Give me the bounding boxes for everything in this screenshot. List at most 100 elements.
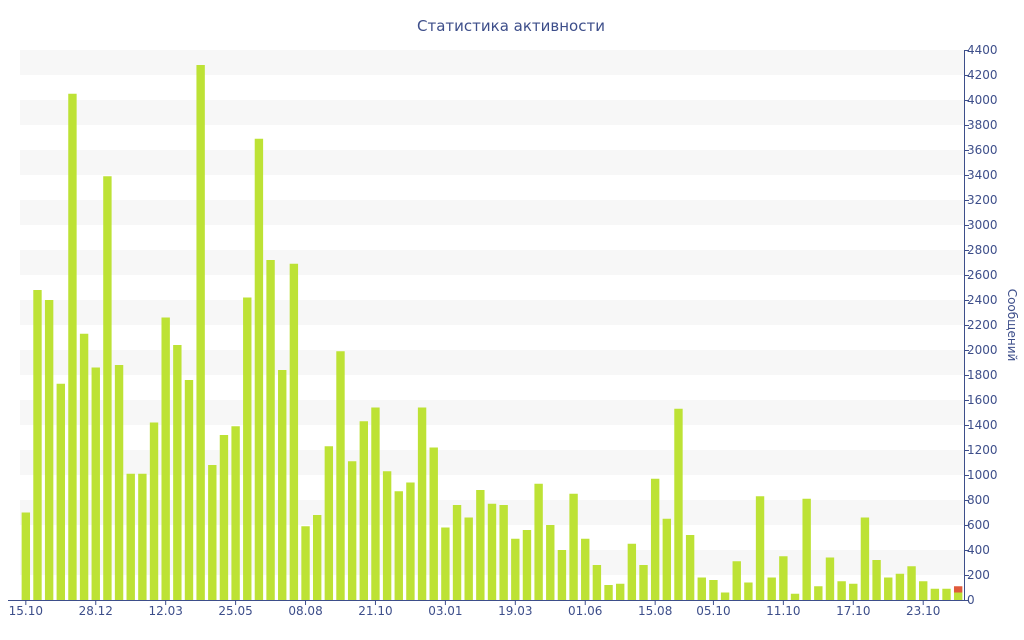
bar xyxy=(289,263,299,600)
bar xyxy=(429,447,438,600)
bar xyxy=(464,517,473,600)
y-axis-label: Сообщений xyxy=(1005,289,1019,362)
y-tick-label: 0 xyxy=(967,593,975,607)
bar xyxy=(534,483,543,600)
bar xyxy=(499,505,508,600)
x-tick-label: 15.10 xyxy=(9,604,43,618)
bar xyxy=(79,333,89,600)
x-tick-label: 28.12 xyxy=(79,604,113,618)
bar xyxy=(732,561,741,600)
bar xyxy=(895,573,905,600)
bar xyxy=(114,365,124,600)
bar xyxy=(324,446,334,600)
bar xyxy=(278,370,287,600)
bar xyxy=(452,505,462,600)
bars xyxy=(21,65,963,600)
bar xyxy=(546,525,555,600)
bar xyxy=(149,422,159,600)
bar xyxy=(56,383,65,600)
bar xyxy=(569,493,578,600)
bar xyxy=(755,496,765,600)
bar xyxy=(650,478,660,600)
bar xyxy=(406,482,415,600)
bar xyxy=(68,93,77,600)
bar xyxy=(161,317,170,600)
x-tick-label: 17.10 xyxy=(836,604,870,618)
y-tick-label: 3400 xyxy=(967,168,998,182)
bar xyxy=(522,530,532,600)
bar xyxy=(33,290,42,600)
bar xyxy=(697,577,706,600)
bar xyxy=(417,407,427,600)
bar xyxy=(919,581,928,600)
bar xyxy=(767,577,776,600)
x-tick-label: 11.10 xyxy=(766,604,800,618)
y-tick-label: 1800 xyxy=(967,368,998,382)
x-tick-label: 01.06 xyxy=(568,604,602,618)
y-tick-label: 1400 xyxy=(967,418,998,432)
bar xyxy=(347,461,357,600)
bar xyxy=(627,543,637,600)
bar xyxy=(709,580,718,600)
bar xyxy=(359,421,368,600)
y-tick-label: 3000 xyxy=(967,218,998,232)
x-tick-label: 19.03 xyxy=(498,604,532,618)
bar xyxy=(231,426,240,600)
bar xyxy=(802,498,811,600)
y-tick-label: 3800 xyxy=(967,118,998,132)
bar xyxy=(581,538,590,600)
bar xyxy=(604,585,613,600)
bar xyxy=(511,538,520,600)
bar xyxy=(685,535,695,600)
y-tick-label: 4200 xyxy=(967,68,998,82)
y-tick-label: 4000 xyxy=(967,93,998,107)
y-tick-label: 2800 xyxy=(967,243,998,257)
y-tick-label: 1000 xyxy=(967,468,998,482)
bar xyxy=(930,588,940,600)
bar xyxy=(662,518,672,600)
grid-band xyxy=(20,100,964,125)
bar xyxy=(825,557,835,600)
bar xyxy=(208,465,217,600)
y-tick-label: 400 xyxy=(967,543,990,557)
bar xyxy=(138,473,147,600)
y-tick-label: 800 xyxy=(967,493,990,507)
x-tick-label: 25.05 xyxy=(218,604,252,618)
grid-band xyxy=(20,300,964,325)
bar xyxy=(720,592,730,600)
x-tick-label: 23.10 xyxy=(906,604,940,618)
x-tick-label: 05.10 xyxy=(696,604,730,618)
bar xyxy=(942,588,951,600)
x-axis-ticks: 15.10 28.12 12.03 25.05 08.08 21.10 03.01 19.03… xyxy=(9,600,940,618)
bar xyxy=(394,491,403,600)
bar xyxy=(487,503,497,600)
bar xyxy=(173,345,182,600)
bar xyxy=(814,586,823,600)
bar xyxy=(44,300,54,600)
bar xyxy=(91,367,100,600)
y-tick-label: 2600 xyxy=(967,268,998,282)
bar xyxy=(336,351,345,600)
bar xyxy=(21,512,31,600)
x-tick-label: 03.01 xyxy=(428,604,462,618)
bar xyxy=(779,556,788,600)
bar xyxy=(441,527,450,600)
y-tick-label: 200 xyxy=(967,568,990,582)
y-tick-label: 600 xyxy=(967,518,990,532)
bar xyxy=(884,577,893,600)
bar xyxy=(953,592,963,600)
bar xyxy=(371,407,380,600)
bar xyxy=(196,65,205,600)
bar xyxy=(557,550,567,600)
bar xyxy=(382,471,392,600)
bar xyxy=(837,581,846,600)
bar xyxy=(616,583,625,600)
y-tick-label: 2000 xyxy=(967,343,998,357)
y-tick-label: 2200 xyxy=(967,318,998,332)
grid-band xyxy=(20,250,964,275)
bar xyxy=(872,560,881,600)
y-tick-label: 2400 xyxy=(967,293,998,307)
x-tick-label: 08.08 xyxy=(288,604,322,618)
x-tick-label: 15.08 xyxy=(638,604,672,618)
